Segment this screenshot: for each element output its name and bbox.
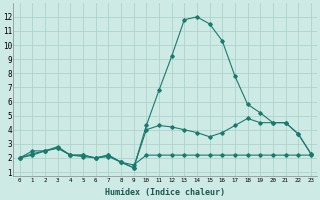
X-axis label: Humidex (Indice chaleur): Humidex (Indice chaleur) [105,188,225,197]
